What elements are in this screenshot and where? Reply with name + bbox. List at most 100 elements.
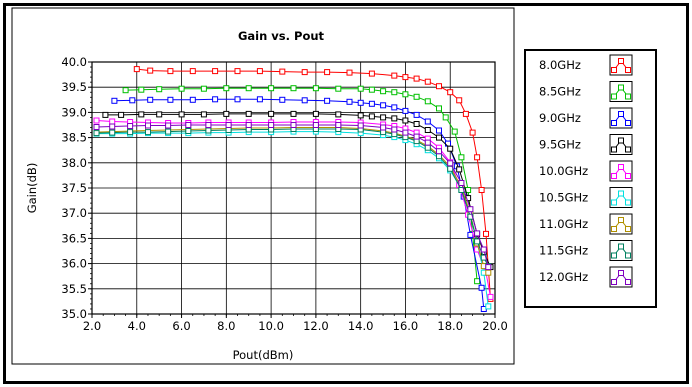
legend-swatch-marker — [618, 217, 624, 223]
data-point — [467, 231, 474, 238]
data-point — [424, 127, 431, 133]
series-11.0GHz — [93, 124, 492, 276]
series-9.5GHz — [102, 110, 494, 271]
x-tick-label: 4.0 — [128, 319, 146, 333]
y-tick-label: 35.5 — [61, 282, 87, 296]
data-point — [225, 127, 232, 133]
data-point — [109, 118, 116, 125]
data-point — [483, 230, 489, 237]
data-point — [357, 99, 364, 106]
data-point — [380, 124, 387, 131]
legend-swatch-marker — [618, 111, 624, 117]
x-tick-label: 2.0 — [83, 319, 101, 333]
legend-label: 11.0GHz — [539, 217, 588, 231]
data-point — [109, 129, 116, 136]
series-line — [136, 68, 491, 299]
y-tick-label: 36.0 — [61, 257, 87, 271]
data-point — [111, 97, 118, 104]
x-tick-label: 6.0 — [172, 319, 190, 333]
y-tick-label: 39.5 — [61, 80, 87, 94]
data-point — [268, 85, 275, 92]
data-point — [391, 89, 398, 96]
legend-swatch-marker — [625, 199, 631, 206]
legend-swatch-marker — [611, 67, 617, 73]
data-point — [93, 130, 100, 137]
data-point — [205, 122, 212, 128]
data-point — [301, 69, 308, 76]
legend — [524, 49, 657, 308]
legend-swatch-marker — [618, 190, 624, 197]
data-point — [290, 122, 297, 128]
data-point — [290, 85, 297, 92]
data-point — [212, 96, 219, 103]
legend-swatch-marker — [625, 226, 631, 232]
data-point — [290, 110, 297, 117]
series-11.5GHz — [93, 126, 492, 270]
data-point — [368, 113, 375, 120]
data-point — [380, 102, 387, 109]
legend-swatch-marker — [611, 199, 617, 206]
series-line — [96, 128, 489, 267]
data-point — [346, 69, 353, 76]
data-point — [413, 75, 420, 82]
legend-swatch-marker — [611, 120, 617, 126]
chart-title: Gain vs. Pout — [238, 29, 325, 43]
series-line — [105, 113, 491, 268]
data-point — [442, 114, 449, 121]
data-point — [138, 86, 145, 93]
data-point — [478, 187, 485, 193]
data-point — [167, 96, 174, 103]
data-point — [234, 96, 241, 103]
data-point — [301, 97, 308, 104]
legend-swatch-marker — [611, 146, 617, 153]
data-point — [122, 87, 129, 94]
legend-label: 12.0GHz — [539, 270, 588, 284]
legend-label: 8.0GHz — [539, 58, 581, 72]
legend-swatch-marker — [618, 137, 624, 144]
data-point — [256, 96, 263, 103]
data-point — [147, 67, 154, 74]
data-point — [424, 118, 431, 125]
data-point — [127, 129, 134, 136]
data-point — [279, 68, 286, 75]
data-point — [485, 264, 492, 271]
legend-entry: 10.0GHz — [539, 160, 633, 182]
data-point — [402, 117, 409, 124]
data-point — [462, 110, 469, 117]
data-point — [467, 206, 474, 213]
x-tick-label: 14.0 — [348, 319, 374, 333]
series-line — [96, 124, 489, 268]
legend-entry: 8.5GHz — [539, 81, 633, 102]
legend-label: 9.0GHz — [539, 111, 581, 125]
data-point — [413, 133, 420, 140]
data-point — [178, 111, 185, 118]
data-point — [178, 85, 185, 92]
data-point — [402, 91, 409, 98]
legend-swatch-marker — [611, 226, 617, 232]
y-tick-label: 38.0 — [61, 156, 87, 170]
legend-swatch-marker — [618, 164, 624, 170]
data-point — [165, 128, 172, 135]
data-point — [118, 111, 125, 118]
legend-swatch-marker — [625, 93, 631, 100]
data-point — [324, 69, 331, 76]
series-group — [93, 66, 494, 312]
legend-entry: 9.5GHz — [539, 134, 633, 155]
x-tick-label: 8.0 — [217, 319, 235, 333]
data-point — [447, 89, 454, 96]
data-point — [424, 139, 431, 146]
data-point — [474, 246, 481, 253]
data-point — [436, 148, 442, 155]
data-point — [189, 96, 196, 103]
data-point — [436, 83, 442, 90]
y-tick-label: 36.5 — [61, 231, 87, 245]
data-point — [335, 111, 342, 118]
legend-entries: 8.0GHz 8.5GHz 9.0GHz 9.5GHz 10.0GHz 10.5GHz 11… — [539, 54, 633, 288]
data-point — [413, 93, 420, 100]
legend-entry: 11.0GHz — [539, 213, 633, 235]
legend-swatch-marker — [618, 243, 624, 250]
legend-label: 10.5GHz — [539, 191, 588, 205]
plot-panel-border — [11, 7, 515, 365]
data-point — [424, 78, 431, 85]
data-point — [200, 111, 207, 118]
